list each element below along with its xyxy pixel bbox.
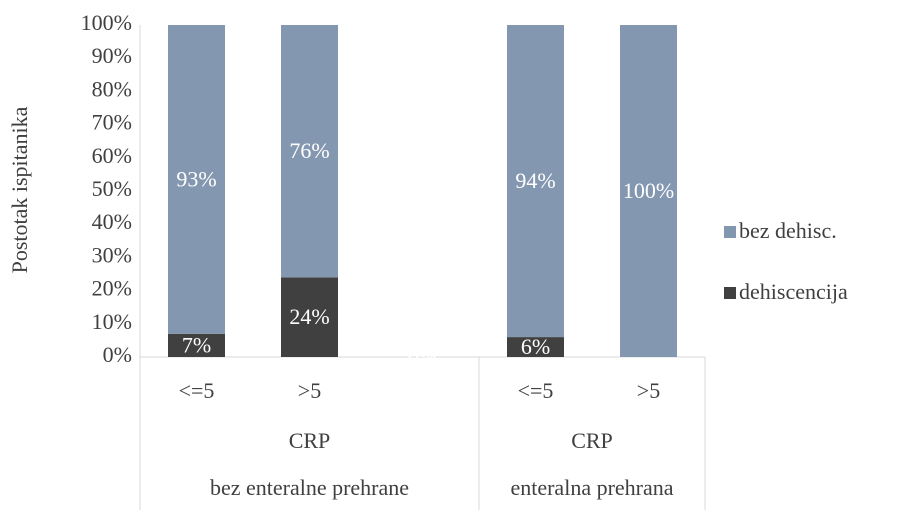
bar-segment (168, 25, 225, 334)
x-tick-label: <=5 (518, 378, 554, 403)
legend-label: dehiscencija (739, 279, 848, 304)
group-label: enteralna prehrana (510, 475, 673, 500)
data-label: 0% (408, 344, 437, 369)
y-tick-label: 40% (92, 209, 132, 234)
y-tick-label: 90% (92, 43, 132, 68)
bar-segment (281, 277, 338, 357)
x-tick-label: >5 (298, 378, 321, 403)
data-label: 94% (515, 168, 555, 193)
x-tick-label: <=5 (179, 378, 215, 403)
bar-segment (168, 333, 225, 357)
group-sublabel: CRP (571, 428, 613, 453)
y-tick-label: 10% (92, 309, 132, 334)
data-label: 24% (289, 304, 329, 329)
y-tick-label: 60% (92, 143, 132, 168)
y-tick-label: 30% (92, 242, 132, 267)
data-label: 100% (623, 178, 674, 203)
bar-segment (507, 25, 564, 338)
legend-label: bez dehisc. (739, 218, 837, 243)
data-label: 7% (182, 332, 211, 357)
bar-segment (620, 25, 677, 357)
data-label: 93% (176, 166, 216, 191)
y-tick-label: 100% (81, 10, 132, 35)
bar-segment (281, 25, 338, 278)
y-tick-label: 50% (92, 176, 132, 201)
legend-swatch (724, 226, 736, 238)
bar-segment (507, 337, 564, 357)
y-tick-label: 80% (92, 76, 132, 101)
data-label: 76% (289, 138, 329, 163)
y-tick-label: 20% (92, 276, 132, 301)
group-label: bez enteralne prehrane (210, 475, 409, 500)
legend-swatch (724, 287, 736, 299)
y-tick-label: 70% (92, 110, 132, 135)
y-axis-label: Postotak ispitanika (7, 106, 32, 273)
data-label: 6% (521, 334, 550, 359)
y-tick-label: 0% (103, 342, 132, 367)
x-tick-label: >5 (637, 378, 660, 403)
group-sublabel: CRP (289, 428, 331, 453)
